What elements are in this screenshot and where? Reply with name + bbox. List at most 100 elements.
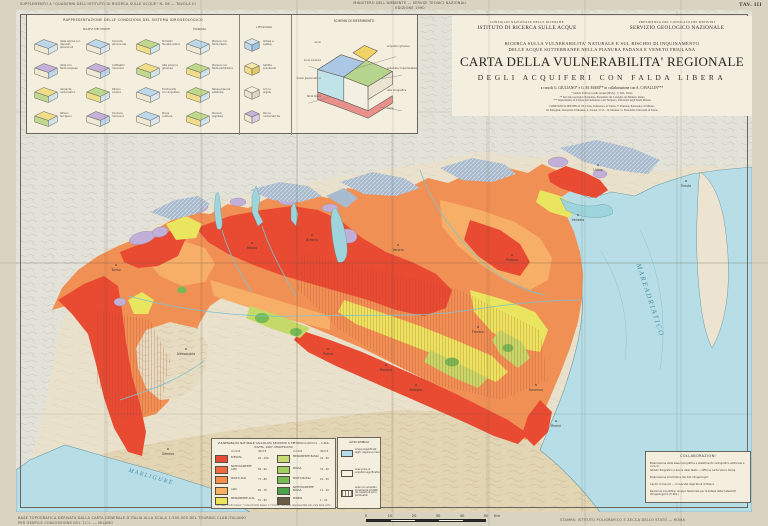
alpine-valley-fills [150,140,660,220]
scale-tick: 30 [435,513,441,518]
other-symbol-label: Acque superficiali: laghi, lagune e mare [355,448,380,454]
svg-text:Parma: Parma [323,352,333,356]
legend-class-label: MOLTO BASSA [293,477,311,480]
header-classe: CLASSE [293,450,303,453]
legend-class-label: ALTA [231,487,237,491]
vuln-green [290,328,302,336]
city-labels: Torino Milano Brescia Verona Venezia Pad… [110,164,691,456]
map-subtitle: DEGLI ACQUIFERI CON FALDA LIBERA [477,73,727,82]
base-map-credit-2: PER GENTILE CONCESSIONE DEL T.C.I. — MIL… [18,520,114,525]
panel-divider [239,15,240,135]
hydro-block: Valle con falda sospesa [33,61,83,84]
vuln-legend-title-2: (CIVITA, 1987; MODIFICATO) [253,445,294,449]
legend-swatch [215,486,228,495]
legend-class-label: NOTEVOLMENTE ALTA [231,465,252,471]
legend-class-range: 71 - 80 [258,478,267,481]
protected-aquifer-hatch [95,310,170,420]
litologia-title: LITOLOGIA [256,25,272,29]
base-map-credit-1: BASE TOPOGRAFICA DERIVATA DALLA CARTA GE… [18,516,247,520]
bathymetric-line [599,249,627,361]
column-header-monti: RILIEVI DEI MONTI [83,27,111,31]
legend-class-range: 21 - 30 [320,478,329,481]
column-header-pianura: PIANURA [193,27,207,31]
scale-tick: 40 [459,513,465,518]
litologia-item: Limi e argille [243,85,289,107]
legend-class-range: 81 - 90 [258,467,267,471]
legend-class-label: MINIMA [293,496,303,500]
vuln-red [522,400,552,446]
svg-text:Milano: Milano [247,246,257,250]
issuing-org-right: PRESIDENZA DEL CONSIGLIO DEI MINISTRI SE… [602,20,752,31]
vuln-legend-title-1: VULNERABILITÀ NATURALE CALCOLATA SECONDO… [217,441,330,445]
title-block: CONSIGLIO NAZIONALE DELLE RICERCHE ISTIT… [452,16,752,116]
protected-aquifer-swatch [341,490,353,497]
top-center-note-2: EDIZIONE 1990 [395,5,425,10]
legend-class-range: 61 - 70 [258,488,267,492]
legend-swatch [277,465,290,474]
svg-text:Padova: Padova [506,258,518,262]
svg-text:Bologna: Bologna [410,388,423,392]
research-subtitle-2: DELLE ACQUE SOTTERRANEE NELLA PIANURA PA… [508,47,696,52]
legend-class-label: BASSA [293,466,302,470]
legend-class-range: 91 - 100 [258,457,269,460]
legend-swatch [277,497,290,505]
svg-text:Ferrara: Ferrara [472,330,483,334]
hydro-block: Cordone morenico [85,109,135,132]
org-left-name: ISTITUTO DI RICERCA SULLE ACQUE [477,25,577,31]
vuln-yellow [166,216,202,240]
svg-text:Genova: Genova [162,452,174,456]
svg-text:Brescia: Brescia [306,238,318,242]
svg-text:Udine: Udine [593,168,602,172]
svg-text:Rimini: Rimini [551,424,561,428]
map-title: CARTA DELLA VULNERABILITA' REGIONALE [459,54,745,69]
committee-line-2: M. Pellegrini, Università di Modena; A. … [546,108,658,112]
legend-swatch [215,455,228,463]
hydro-legend-panel: RAPPRESENTAZIONE DELLE CONDIZIONI DEL SI… [26,14,418,135]
issuing-org-left: CONSIGLIO NAZIONALE DELLE RICERCHE ISTIT… [452,20,602,31]
lakes [214,185,613,263]
author-footnote-3: *** Dipartimento di Scienze dell'Ambient… [553,99,651,102]
legend-class-label: ELEVATA [231,456,242,459]
schema-label: acquifero ghiaioso [387,45,410,48]
water-swatch [341,450,353,457]
schema-label: zona insatura [304,59,321,62]
scale-unit: Km [494,513,501,518]
vuln-green [177,286,187,294]
legend-swatch [215,497,228,505]
schema-diagram [308,45,402,119]
schema-label: rete idrografica [387,89,407,92]
svg-text:Venezia: Venezia [572,218,584,222]
hydro-block: Rilievo terrigeno [33,109,83,132]
authors-line: a cura di G. GIULIANO* e G. M. MARI** in… [540,86,664,90]
legend-swatch [277,476,290,484]
legend-class-label: MEDIAMENTE BASSA [293,454,319,458]
org-left-parent: CONSIGLIO NAZIONALE DELLE RICERCHE [489,20,565,24]
collab-line: Revisione scientifica: Gruppo Nazionale … [650,490,736,496]
no-aquifer-swatch [341,470,353,477]
author-footnote-2: ** Servizio Geologico Nazionale, Preside… [559,95,645,99]
svg-text:Alessandria: Alessandria [177,352,196,356]
header-indice: INDICE [258,450,267,453]
schema-label: suolo [314,41,321,44]
legend-swatch [277,486,290,495]
other-symbols-title: ALTRI SIMBOLI [349,440,369,444]
hydro-block: Bassa pianura sabbiosa [185,85,235,108]
header-indice: INDICE [320,450,329,453]
rivers [119,169,581,401]
legend-class-range: 1 - 10 [320,499,328,502]
legend-swatch [215,476,228,484]
schema-label: falda libera [306,95,321,98]
org-right-parent: PRESIDENZA DEL CONSIGLIO DEI MINISTRI [638,20,716,24]
scale-tick: 50 [483,513,489,518]
hydro-block: Rilievo carsico [85,85,135,108]
hydro-block: Terrazzo fluviale antico [135,37,185,60]
hydro-block: Piana costiera [135,109,185,132]
printer-credit: STAMPA: ISTITUTO POLIGRAFICO E ZECCA DEL… [560,518,686,522]
hydro-block: Fondovalle con acquifero [135,85,185,108]
schema-label: livello piezometrico [296,77,321,80]
svg-text:Trieste: Trieste [680,184,692,188]
vuln-yellow [536,190,576,218]
author-footnote-1: * Istituto di Ricerca sulle Acque (IRSA)… [571,92,633,95]
vuln-green [255,313,269,323]
